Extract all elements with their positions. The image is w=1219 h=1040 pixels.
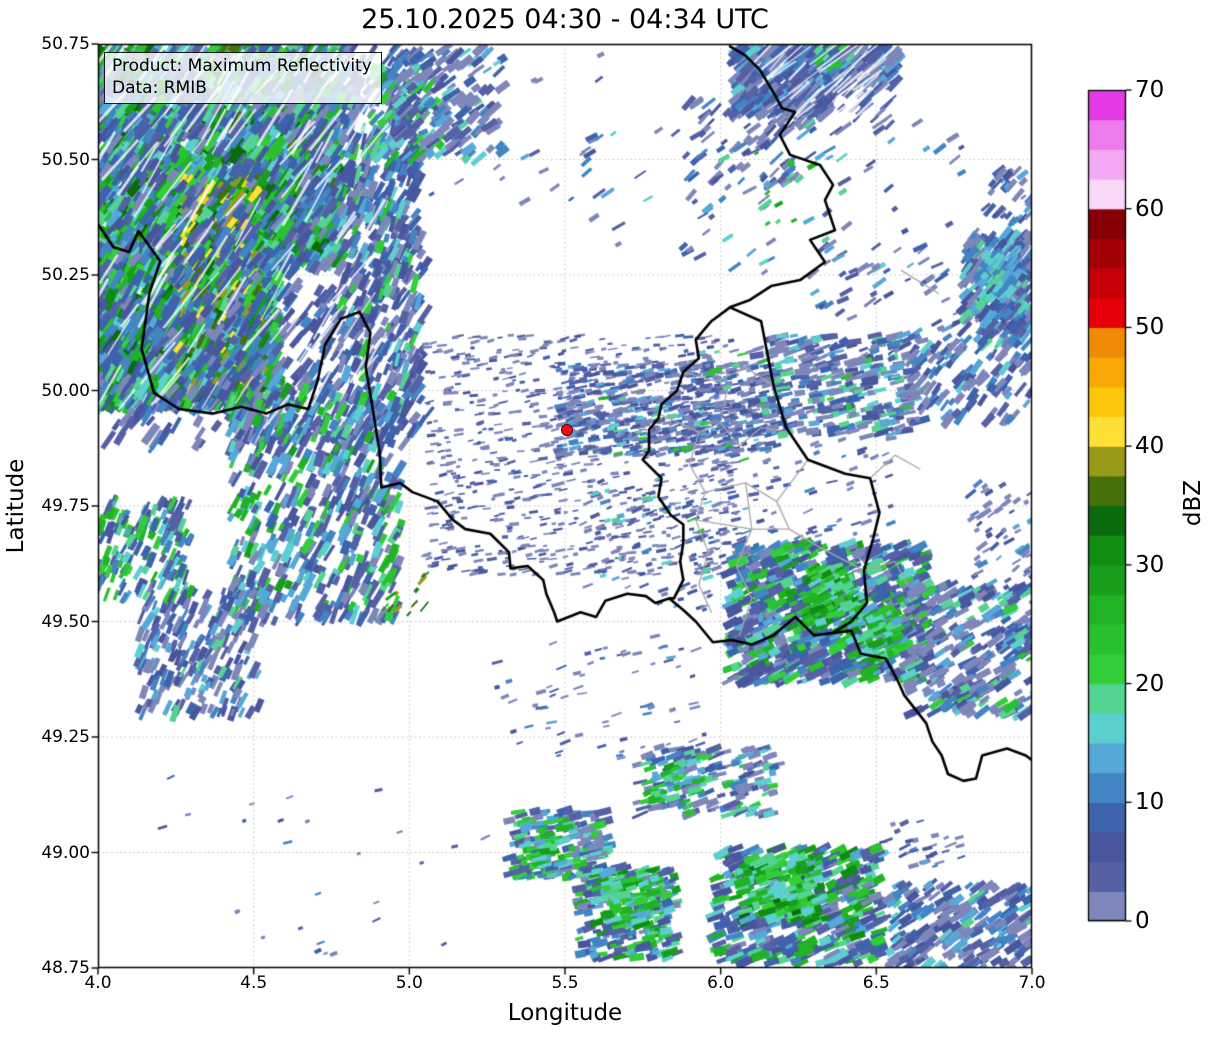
info-product-line: Product: Maximum Reflectivity: [112, 56, 372, 76]
colorbar-label: dBZ: [1180, 479, 1206, 527]
colorbar-tick-label: 70: [1135, 77, 1165, 103]
colorbar-tick-label: 0: [1135, 908, 1150, 934]
y-axis-label: Latitude: [3, 458, 29, 554]
y-tick-label: 48.75: [41, 958, 90, 978]
colorbar-tick-label: 40: [1135, 433, 1165, 460]
figure-title: 25.10.2025 04:30 - 04:34 UTC: [361, 4, 769, 35]
colorbar-tick-label: 10: [1135, 789, 1165, 816]
y-tick-label: 49.25: [41, 727, 90, 747]
x-axis-label: Longitude: [507, 1000, 623, 1026]
y-tick-label: 49.50: [41, 611, 90, 632]
y-tick-label: 50.50: [41, 149, 90, 170]
x-tick-label: 6.5: [862, 973, 890, 993]
x-tick-label: 4.0: [84, 973, 112, 993]
y-tick-label: 49.00: [41, 842, 90, 863]
info-box: Product: Maximum Reflectivity Data: RMIB: [104, 52, 382, 104]
x-tick-label: 5.0: [395, 973, 423, 993]
y-tick-label: 49.75: [41, 496, 90, 516]
x-tick-label: 4.5: [240, 973, 268, 993]
x-tick-label: 6.0: [707, 973, 735, 993]
colorbar-tick-label: 50: [1135, 314, 1165, 341]
y-tick-label: 50.00: [41, 380, 90, 401]
radar-site-marker: [560, 423, 573, 436]
info-data-line: Data: RMIB: [112, 78, 207, 98]
colorbar-tick-label: 30: [1135, 551, 1165, 578]
x-tick-label: 5.5: [551, 973, 579, 993]
x-tick-label: 7.0: [1018, 973, 1046, 993]
y-tick-label: 50.25: [41, 265, 90, 285]
colorbar-tick-label: 60: [1135, 195, 1165, 222]
colorbar-tick-label: 20: [1135, 670, 1165, 697]
y-tick-label: 50.75: [41, 34, 90, 54]
